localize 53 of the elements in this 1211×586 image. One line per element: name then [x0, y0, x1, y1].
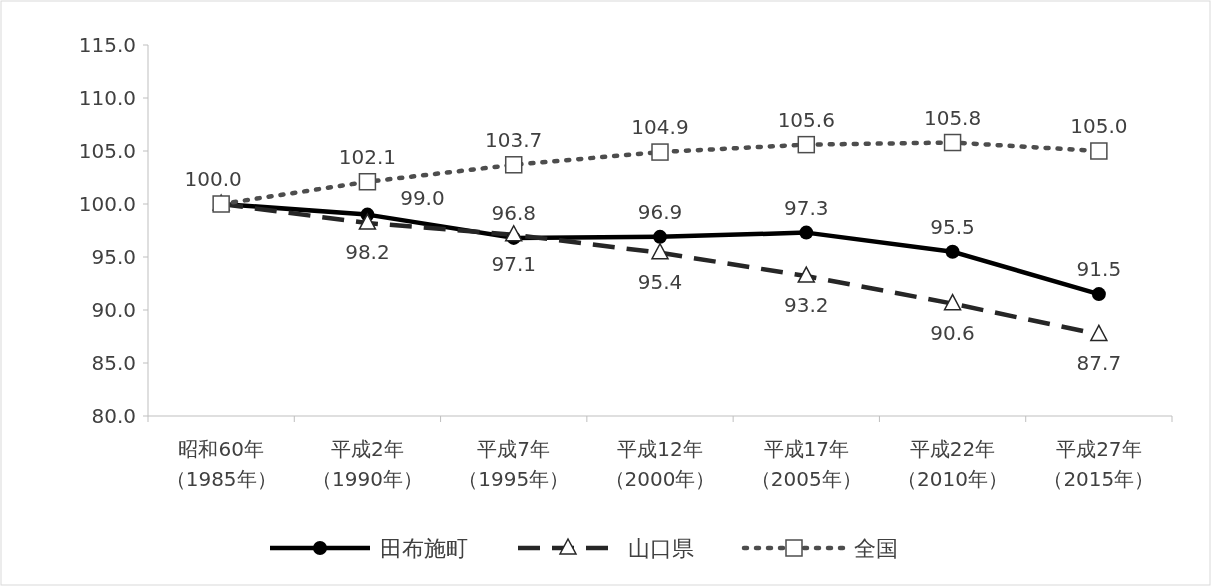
x-tick-label: 平成7年（1995年） — [458, 437, 570, 491]
y-tick-label: 110.0 — [78, 86, 136, 110]
data-label: 98.2 — [345, 240, 390, 265]
data-label: 96.9 — [637, 199, 683, 224]
data-label: 99.0 — [400, 185, 445, 210]
data-label: 90.6 — [930, 320, 975, 345]
y-tick-label: 90.0 — [91, 298, 136, 322]
point — [358, 213, 377, 230]
point — [1090, 324, 1108, 342]
point — [797, 266, 816, 283]
data-label: 104.9 — [631, 115, 689, 140]
legend-label: 山口県 — [628, 536, 694, 561]
data-label: 105.6 — [777, 107, 835, 132]
point — [358, 172, 377, 191]
point — [943, 133, 962, 152]
y-tick-label: 115.0 — [78, 33, 136, 57]
point — [943, 293, 962, 311]
point — [651, 243, 669, 260]
x-tick-label: 平成2年（1990年） — [311, 437, 423, 491]
data-label: 96.8 — [491, 200, 536, 225]
data-label: 103.7 — [485, 127, 543, 152]
data-label: 100.0 — [184, 167, 242, 191]
point — [504, 224, 523, 242]
x-tick-label: 平成22年（2010年） — [897, 437, 1009, 491]
data-label: 93.2 — [784, 293, 829, 318]
point — [797, 135, 816, 154]
point — [799, 225, 814, 240]
point — [504, 156, 523, 174]
y-tick-label: 100.0 — [78, 192, 136, 216]
legend-label: 田布施町 — [380, 536, 468, 561]
point — [651, 143, 669, 161]
y-tick-label: 80.0 — [91, 404, 136, 428]
point — [653, 229, 667, 244]
data-label: 97.1 — [491, 251, 536, 276]
point — [1091, 287, 1106, 302]
data-label: 95.4 — [637, 269, 683, 294]
legend-label: 全国 — [854, 536, 898, 561]
y-tick-label: 85.0 — [91, 351, 136, 375]
data-label: 87.7 — [1076, 351, 1122, 376]
x-tick-label: 昭和60年（1985年） — [165, 437, 277, 491]
data-label: 102.1 — [338, 144, 397, 169]
x-tick-label: 平成27年（2015年） — [1043, 437, 1155, 491]
data-label: 105.8 — [923, 105, 982, 130]
x-tick-label: 平成17年（2005年） — [750, 437, 862, 491]
point — [1090, 142, 1108, 160]
data-label: 91.5 — [1076, 257, 1122, 282]
y-tick-label: 95.0 — [91, 245, 136, 269]
data-label: 105.0 — [1070, 114, 1128, 138]
x-tick-label: 平成12年（2000年） — [604, 437, 716, 491]
data-label: 95.5 — [930, 214, 975, 239]
point — [945, 244, 960, 259]
data-label: 97.3 — [784, 195, 829, 220]
y-tick-label: 105.0 — [78, 139, 136, 163]
